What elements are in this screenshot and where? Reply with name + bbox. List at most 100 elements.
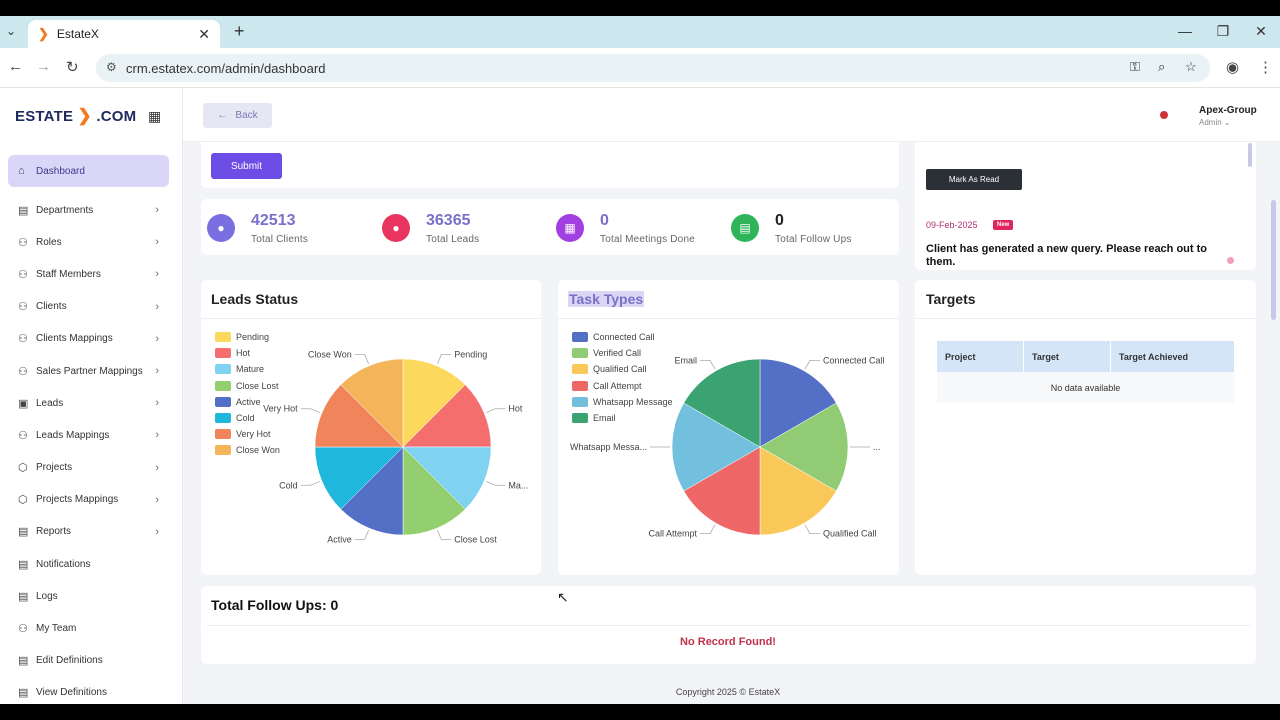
tab-search-icon[interactable]: ⌄ bbox=[6, 24, 17, 38]
restore-icon[interactable]: ❐ bbox=[1216, 23, 1230, 39]
sidebar-item-logs[interactable]: ▤ Logs bbox=[8, 580, 169, 612]
legend-item[interactable]: Verified Call bbox=[572, 345, 673, 361]
sidebar-item-view-definitions[interactable]: ▤ View Definitions bbox=[8, 677, 169, 704]
bookmark-star-icon[interactable]: ☆ bbox=[1185, 59, 1197, 74]
report-icon: ▤ bbox=[18, 526, 29, 539]
legend-item[interactable]: Cold bbox=[215, 410, 280, 426]
zoom-icon[interactable]: ⌕ bbox=[1158, 59, 1166, 74]
browser-menu-icon[interactable]: ⋮ bbox=[1258, 59, 1273, 76]
sidebar-item-label: Sales Partner Mappings bbox=[36, 365, 143, 377]
legend-swatch bbox=[215, 429, 231, 440]
sidebar-item-notifications[interactable]: ▤ Notifications bbox=[8, 548, 169, 580]
site-info-icon[interactable]: ⚙ bbox=[106, 60, 117, 74]
user-key-icon: ⚇ bbox=[18, 236, 28, 249]
legend-item[interactable]: Active bbox=[215, 394, 280, 410]
apps-grid-icon[interactable]: ▦ bbox=[148, 108, 162, 124]
minimize-icon[interactable]: — bbox=[1178, 23, 1192, 39]
pie-slice[interactable] bbox=[402, 384, 492, 448]
status-dot bbox=[1160, 111, 1168, 119]
pie-slice[interactable] bbox=[402, 446, 466, 536]
legend-item[interactable]: Email bbox=[572, 410, 673, 426]
sidebar-item-projects[interactable]: ⬡ Projects › bbox=[8, 452, 169, 484]
legend-item[interactable]: Whatsapp Message bbox=[572, 394, 673, 410]
mark-as-read-button[interactable]: Mark As Read bbox=[926, 169, 1022, 190]
slice-label: Hot bbox=[508, 404, 523, 414]
sidebar-item-label: Roles bbox=[36, 236, 62, 248]
sidebar-item-reports[interactable]: ▤ Reports › bbox=[8, 516, 169, 548]
address-bar[interactable]: ⚙ crm.estatex.com/admin/dashboard ⚿ ⌕ ☆ bbox=[96, 54, 1210, 82]
follow-ups-icon: ▤ bbox=[731, 214, 759, 242]
sidebar-item-label: Staff Members bbox=[36, 268, 101, 280]
legend-item[interactable]: Close Won bbox=[215, 442, 280, 458]
new-badge: New bbox=[993, 220, 1014, 230]
label-line bbox=[354, 529, 369, 540]
legend-item[interactable]: Close Lost bbox=[215, 378, 280, 394]
sidebar-item-leads[interactable]: ▣ Leads › bbox=[8, 387, 169, 419]
sidebar-item-roles[interactable]: ⚇ Roles › bbox=[8, 226, 169, 258]
sidebar-item-leads-mappings[interactable]: ⚇ Leads Mappings › bbox=[8, 419, 169, 451]
back-button[interactable]: ← Back bbox=[203, 103, 272, 128]
meetings-icon: ▦ bbox=[556, 214, 584, 242]
sidebar-item-staff-members[interactable]: ⚇ Staff Members › bbox=[8, 258, 169, 290]
sidebar-item-my-team[interactable]: ⚇ My Team bbox=[8, 612, 169, 644]
legend-item[interactable]: Hot bbox=[215, 345, 280, 361]
page-scrollbar[interactable] bbox=[1271, 200, 1276, 320]
user-menu[interactable]: Apex-Group Admin ⌄ bbox=[1199, 105, 1257, 127]
legend-item[interactable]: Very Hot bbox=[215, 426, 280, 442]
slice-label: Ma... bbox=[508, 480, 528, 490]
legend-item[interactable]: Connected Call bbox=[572, 329, 673, 345]
pie-slice[interactable] bbox=[683, 446, 761, 536]
profile-icon[interactable]: ◉ bbox=[1226, 59, 1240, 76]
reload-icon[interactable]: ↻ bbox=[66, 59, 79, 76]
legend-label: Cold bbox=[236, 413, 255, 424]
col-project[interactable]: Project bbox=[937, 341, 1024, 372]
legend-item[interactable]: Pending bbox=[215, 329, 280, 345]
submit-button[interactable]: Submit bbox=[211, 153, 282, 179]
legend-item[interactable]: Call Attempt bbox=[572, 378, 673, 394]
sidebar-item-departments[interactable]: ▤ Departments › bbox=[8, 194, 169, 226]
password-key-icon[interactable]: ⚿ bbox=[1130, 59, 1140, 74]
sidebar-item-clients[interactable]: ⚇ Clients › bbox=[8, 291, 169, 323]
pie-slice[interactable] bbox=[314, 384, 404, 448]
pie-slice[interactable] bbox=[759, 402, 849, 492]
legend-item[interactable]: Qualified Call bbox=[572, 361, 673, 377]
sidebar-item-projects-mappings[interactable]: ⬡ Projects Mappings › bbox=[8, 484, 169, 516]
new-tab-button[interactable]: + bbox=[234, 21, 245, 41]
tab-close-icon[interactable]: ✕ bbox=[198, 25, 210, 42]
pie-slice[interactable] bbox=[759, 446, 837, 536]
arrow-left-icon: ← bbox=[217, 110, 228, 121]
sidebar-item-label: Leads bbox=[36, 397, 64, 409]
slice-label: Close Lost bbox=[454, 534, 497, 544]
col-target[interactable]: Target bbox=[1024, 341, 1111, 372]
pie-slice[interactable] bbox=[759, 358, 837, 448]
close-window-icon[interactable]: ✕ bbox=[1255, 23, 1267, 39]
pie-slice[interactable] bbox=[402, 358, 466, 448]
label-line bbox=[437, 529, 452, 540]
legend-swatch bbox=[215, 380, 231, 391]
browser-tab[interactable]: ❯ EstateX ✕ bbox=[28, 20, 220, 48]
chevron-right-icon: › bbox=[155, 365, 159, 378]
legend-item[interactable]: Mature bbox=[215, 361, 280, 377]
pie-slice[interactable] bbox=[314, 446, 404, 510]
sidebar-item-dashboard[interactable]: ⌂ Dashboard bbox=[8, 155, 169, 187]
stat-value: 42513 bbox=[251, 212, 296, 229]
back-arrow-icon[interactable]: ← bbox=[8, 58, 23, 75]
label-line bbox=[354, 354, 369, 365]
pie-slice[interactable] bbox=[402, 446, 492, 510]
pie-slice[interactable] bbox=[671, 402, 761, 492]
estatex-logo[interactable]: ESTATE ❯ .COM bbox=[15, 106, 136, 126]
sidebar-item-sales-partner-mappings[interactable]: ⚇ Sales Partner Mappings › bbox=[8, 355, 169, 387]
screen-bottom-edge bbox=[0, 704, 1280, 720]
pie-slice[interactable] bbox=[340, 446, 404, 536]
col-target-achieved[interactable]: Target Achieved bbox=[1119, 351, 1189, 362]
sidebar-item-label: Edit Definitions bbox=[36, 655, 103, 667]
chevron-down-icon: ⌄ bbox=[1223, 118, 1231, 127]
notifications-scrollbar[interactable] bbox=[1248, 143, 1252, 167]
pie-slice[interactable] bbox=[683, 358, 761, 448]
building-icon: ▤ bbox=[18, 204, 29, 217]
sidebar-item-clients-mappings[interactable]: ⚇ Clients Mappings › bbox=[8, 323, 169, 355]
forward-arrow-icon[interactable]: → bbox=[36, 58, 51, 75]
sidebar-item-edit-definitions[interactable]: ▤ Edit Definitions bbox=[8, 645, 169, 677]
pie-slice[interactable] bbox=[340, 358, 404, 448]
tab-title: EstateX bbox=[56, 27, 99, 41]
